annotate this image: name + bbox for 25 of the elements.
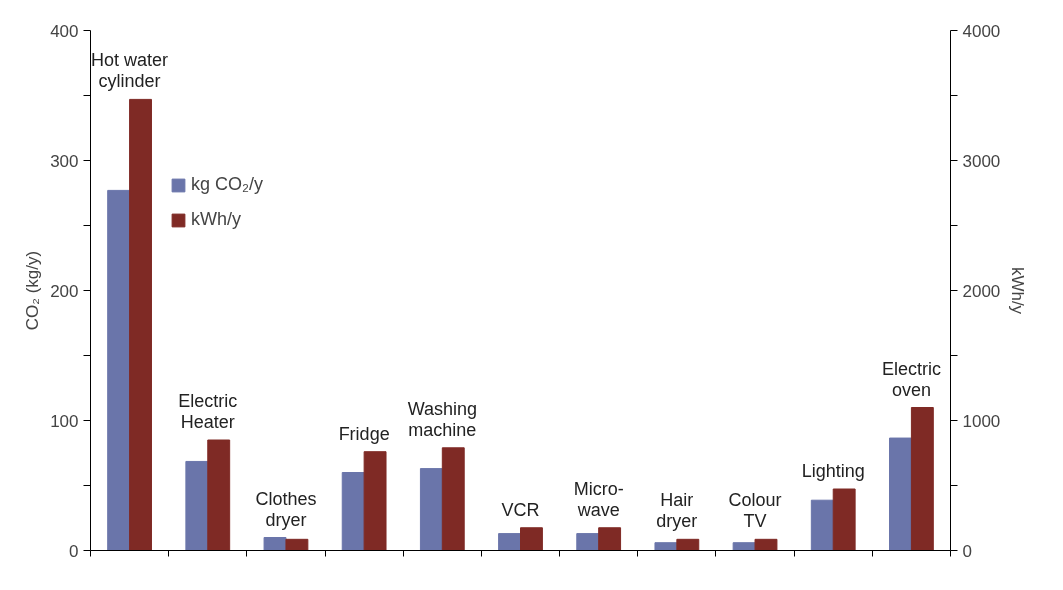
x-tick-label: Lighting [801,461,865,482]
y2-tick-label: 0 [962,541,972,561]
x-tick-label: Washing machine [407,398,478,440]
y-tick-label: 400 [50,21,79,41]
x-tick-label: Electric oven [881,358,941,400]
y-axis-title: CO₂ (kg/y) [23,250,43,331]
x-tick-label: Electric Heater [178,391,238,432]
y2-axis-title: kWh/y [1008,266,1028,315]
x-tick-label: Micro- wave [573,478,624,520]
y2-tick-label: 2000 [962,281,1001,301]
y-tick-label: 200 [50,281,79,301]
x-tick-label: Fridge [338,423,390,444]
x-tick-label: Clothes dryer [255,488,317,530]
y-tick-label: 100 [50,411,79,431]
legend-label: kg CO₂/y [191,174,263,195]
y2-tick-label: 3000 [962,151,1001,171]
y-tick-label: 0 [69,541,79,561]
x-tick-label: Hair dryer [656,490,698,532]
y-tick-label: 300 [50,151,79,171]
x-tick-label: Hot water cylinder [91,50,169,92]
y2-tick-label: 4000 [962,21,1001,41]
y2-tick-label: 1000 [962,411,1001,431]
legend-label: kWh/y [191,209,242,230]
x-tick-label: Colour TV [728,490,782,532]
x-tick-label: VCR [501,499,540,520]
